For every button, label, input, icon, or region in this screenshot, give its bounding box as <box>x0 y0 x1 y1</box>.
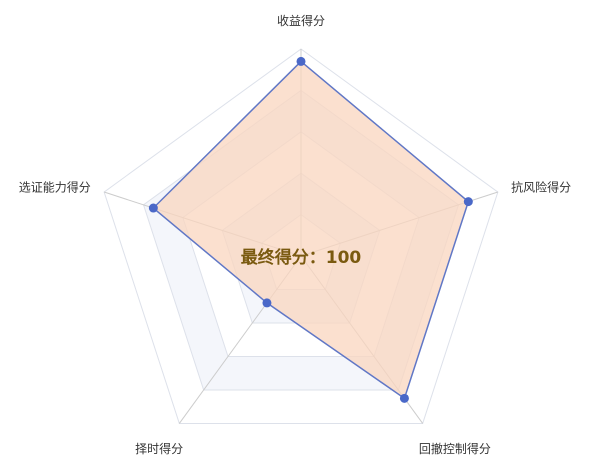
data-point <box>262 298 272 308</box>
data-point <box>399 393 409 403</box>
series-area <box>152 60 470 400</box>
data-point <box>463 197 473 207</box>
series <box>148 56 473 403</box>
data-point <box>296 56 306 66</box>
center-label: 最终得分：100 <box>241 247 362 268</box>
data-point <box>148 203 158 213</box>
axis-label: 择时得分 <box>135 441 183 456</box>
axis-label: 回撤控制得分 <box>419 441 491 456</box>
axis-label: 选证能力得分 <box>19 180 91 195</box>
split-line <box>103 48 499 424</box>
axis-label: 抗风险得分 <box>511 180 571 195</box>
axis-label: 收益得分 <box>277 13 325 28</box>
